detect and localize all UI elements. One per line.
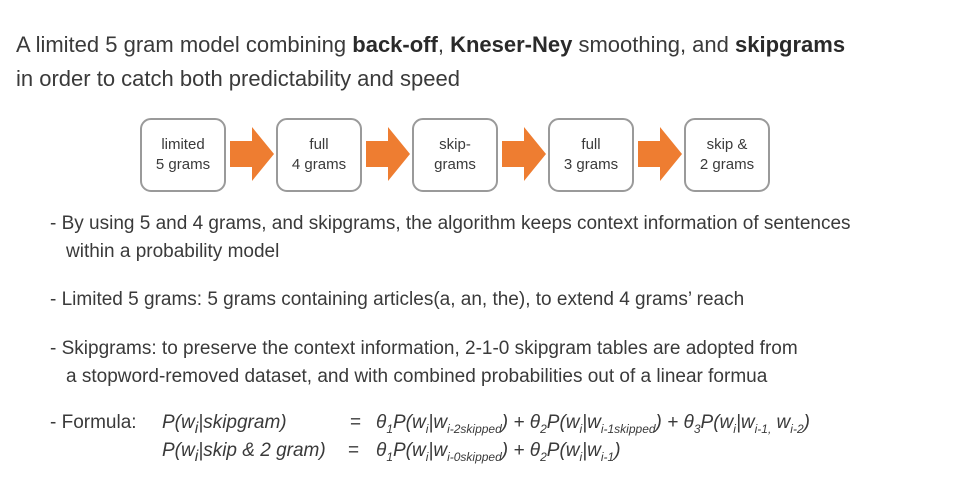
flow-arrow-1: [230, 127, 274, 181]
flow-box-limited-5-grams: limited 5 grams: [140, 118, 226, 192]
formula-row1-rhs: θ1P(wi|wi-2skipped) + θ2P(wi|wi-1skipped…: [376, 412, 810, 436]
model-flow-diagram: limited 5 grams full 4 grams skip-grams fu…: [140, 118, 780, 192]
slide-title: A limited 5 gram model combining back-of…: [16, 28, 845, 96]
title-line-1: A limited 5 gram model combining back-of…: [16, 32, 846, 57]
formula-row1-equals: =: [350, 412, 362, 433]
flow-arrow-4: [638, 127, 682, 181]
bullet-limited-5-grams: - Limited 5 grams: 5 grams containing ar…: [50, 289, 745, 310]
flow-arrow-3: [502, 127, 546, 181]
formula-row2-lhs: P(wi|skip & 2 gram): [162, 440, 326, 465]
formula-row1-lhs: P(wi|skipgram): [162, 412, 287, 437]
flow-box-skipgrams: skip-grams: [412, 118, 498, 192]
flow-box-full-4-grams: full 4 grams: [276, 118, 362, 192]
flow-box-skip-2-grams: skip & 2 grams: [684, 118, 770, 192]
title-line-2: in order to catch both predictability an…: [16, 66, 460, 91]
keyword-kneser-ney: Kneser-Ney: [450, 32, 573, 57]
bullet-skipgrams: - Skipgrams: to preserve the context inf…: [50, 338, 798, 387]
flow-box-full-3-grams: full 3 grams: [548, 118, 634, 192]
keyword-back-off: back-off: [352, 32, 438, 57]
bullet-context-information: - By using 5 and 4 grams, and skipgrams,…: [50, 213, 851, 262]
formula-row2-rhs: θ1P(wi|wi-0skipped) + θ2P(wi|wi-1): [376, 440, 621, 464]
keyword-skipgrams: skipgrams: [735, 32, 846, 57]
formula-row2-equals: =: [348, 440, 360, 461]
formula-label: - Formula:: [50, 412, 137, 433]
flow-arrow-2: [366, 127, 410, 181]
